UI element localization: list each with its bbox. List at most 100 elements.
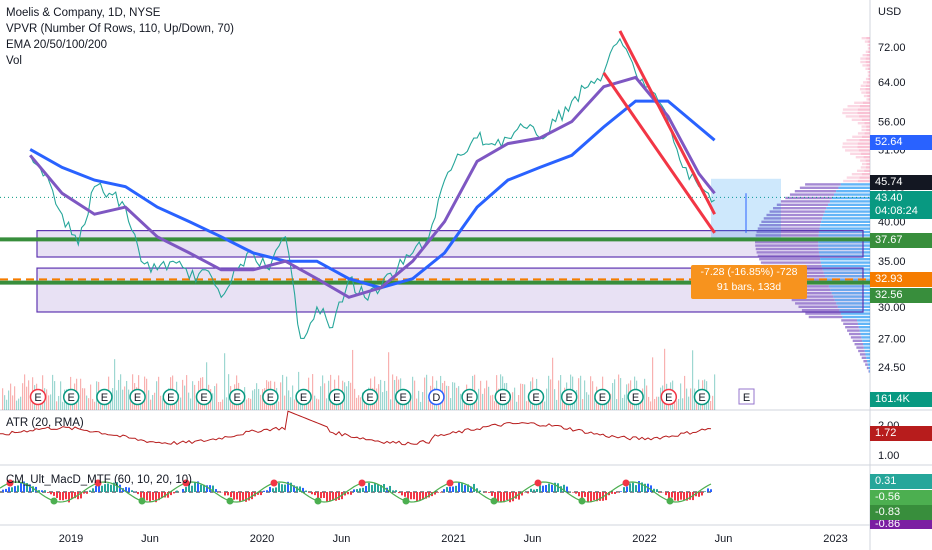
macd-hist-bar [128,487,130,492]
vpvr-row-down [866,37,870,40]
event-marker [295,388,312,406]
volume-bar [92,398,94,410]
future-event-label: E [743,392,750,404]
vpvr-row-down [819,254,870,257]
macd-hist-bar [197,481,199,492]
measure-line-1: -7.28 (-16.85%) -728 [700,266,798,278]
volume-bar [324,383,326,410]
vpvr-row-down [859,329,870,332]
volume-label: 161.4K [870,392,932,407]
vpvr-row-down [829,200,870,203]
macd-legend[interactable]: CM_Ult_MacD_MTF (60, 10, 20, 10) [6,474,192,486]
indicator-ema[interactable]: EMA 20/50/100/200 [6,39,108,51]
volume-bar [578,378,580,410]
macd-hist-bar [674,492,676,501]
volume-bar [416,398,418,410]
volume-bar [62,401,64,410]
vpvr-row-down [866,128,870,132]
vpvr-row-down [861,118,870,121]
volume-bar [568,400,570,410]
macd-hist-bar [170,492,172,496]
volume-bar [550,379,552,410]
macd-hist-bar [2,489,4,492]
macd-pane [0,479,713,505]
macd-hist-bar [131,490,133,492]
macd-hist-bar [566,486,568,492]
volume-bar [418,390,420,410]
macd-hist-bar [581,492,583,500]
volume-bar [452,382,454,410]
volume-bar [26,386,28,410]
volume-bar [82,388,84,410]
volume-bar [362,392,364,410]
macd-label-3: -0.83 [870,505,932,520]
volume-bar [116,390,118,410]
macd-hist-bar [293,485,295,492]
macd-hist-bar [428,492,430,498]
macd-hist-bar [698,492,700,497]
vpvr-row-down [818,247,870,251]
macd-hist-bar [326,492,328,502]
volume-bar [28,380,30,410]
volume-bar [254,389,256,410]
vpvr-row-up [780,200,830,203]
macd-hist-bar [167,492,169,498]
indicator-vol[interactable]: Vol [6,55,22,67]
volume-bar [650,401,652,410]
vpvr-row-up [859,353,866,356]
volume-bar [378,384,380,410]
macd-hist-bar [26,483,28,492]
vpvr-row-up [861,91,867,94]
macd-hist-bar [332,492,334,501]
volume-bar [206,362,208,410]
vpvr-row-up [857,169,865,172]
macd-hist-bar [83,492,85,494]
time-tick: 2020 [250,533,274,545]
event-marker-label: E [532,392,539,404]
volume-bar [150,399,152,410]
vpvr-row-down [833,295,870,298]
volume-bar [312,374,314,410]
volume-bar [220,401,222,410]
vpvr-row-up [843,179,858,183]
vpvr-row-down [865,60,870,64]
macd-hist-bar [638,481,640,492]
event-marker [29,388,47,406]
macd-hist-bar [539,485,541,492]
volume-bar [14,386,16,410]
volume-bar [546,388,548,410]
vpvr-row-up [850,152,862,155]
vpvr-row-up [845,115,860,118]
macd-hist-bar [188,483,190,492]
macd-hist-bar [479,490,481,492]
macd-hist-bar [353,489,355,492]
vpvr-row-up [788,295,834,298]
volume-bar [620,378,622,410]
vpvr-row-up [843,322,858,325]
volume-bar [622,397,624,410]
vpvr-row-up [795,302,837,305]
macd-hist-bar [500,492,502,502]
macd-hist-bar [260,492,262,496]
volume-bar [292,385,294,410]
volume-bar [520,383,522,410]
vpvr-row-down [818,251,870,254]
macd-hist-bar [401,492,403,496]
volume-bar [194,384,196,410]
volume-bar [476,401,478,410]
macd-hist-bar [452,486,454,492]
macd-hist-bar [47,492,49,493]
macd-hist-bar [92,488,94,492]
macd-hist-bar [140,492,142,498]
vpvr-row-up [860,166,866,169]
macd-hist-bar [89,490,91,492]
atr-legend[interactable]: ATR (20, RMA) [6,417,84,429]
volume-bar [556,399,558,410]
symbol-title[interactable]: Moelis & Company, 1D, NYSE [6,7,161,19]
macd-hist-bar [116,482,118,492]
macd-hist-bar [551,484,553,492]
vpvr-row-down [834,298,870,302]
macd-hist-bar [608,492,610,496]
indicator-vpvr[interactable]: VPVR (Number Of Rows, 110, Up/Down, 70) [6,23,234,35]
